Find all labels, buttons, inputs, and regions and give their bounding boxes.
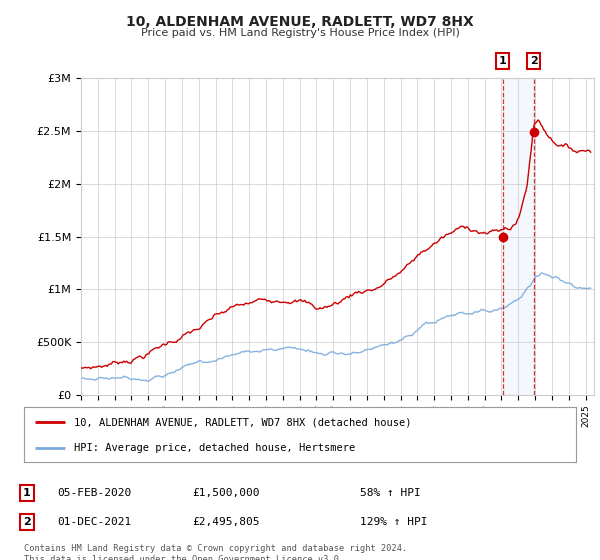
- Bar: [503, 78, 534, 395]
- Text: HPI: Average price, detached house, Hertsmere: HPI: Average price, detached house, Hert…: [74, 444, 355, 453]
- Text: 129% ↑ HPI: 129% ↑ HPI: [360, 517, 427, 527]
- Text: Contains HM Land Registry data © Crown copyright and database right 2024.
This d: Contains HM Land Registry data © Crown c…: [24, 544, 407, 560]
- Text: Price paid vs. HM Land Registry's House Price Index (HPI): Price paid vs. HM Land Registry's House …: [140, 28, 460, 38]
- Text: 2: 2: [23, 517, 31, 527]
- Text: 58% ↑ HPI: 58% ↑ HPI: [360, 488, 421, 498]
- Text: £2,495,805: £2,495,805: [192, 517, 260, 527]
- Text: 2: 2: [530, 56, 538, 66]
- Text: 10, ALDENHAM AVENUE, RADLETT, WD7 8HX: 10, ALDENHAM AVENUE, RADLETT, WD7 8HX: [126, 15, 474, 29]
- Text: 10, ALDENHAM AVENUE, RADLETT, WD7 8HX (detached house): 10, ALDENHAM AVENUE, RADLETT, WD7 8HX (d…: [74, 418, 411, 427]
- Text: 01-DEC-2021: 01-DEC-2021: [57, 517, 131, 527]
- Text: 1: 1: [23, 488, 31, 498]
- Text: £1,500,000: £1,500,000: [192, 488, 260, 498]
- Text: 05-FEB-2020: 05-FEB-2020: [57, 488, 131, 498]
- Text: 1: 1: [499, 56, 507, 66]
